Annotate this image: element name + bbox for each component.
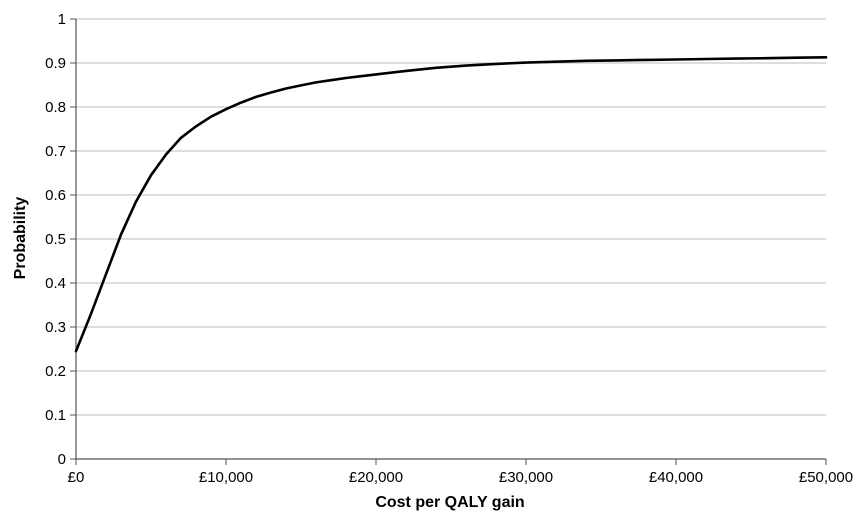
x-tick-label: £0 <box>68 469 85 486</box>
y-tick-label: 0.3 <box>45 319 66 336</box>
gridlines <box>76 18 826 416</box>
axes <box>75 19 826 460</box>
y-tick-label: 0.7 <box>45 143 66 160</box>
y-tick-label: 0.5 <box>45 231 66 248</box>
y-tick-label: 0.8 <box>45 99 66 116</box>
x-tick-label: £30,000 <box>499 469 553 486</box>
y-tick-label: 0.1 <box>45 407 66 424</box>
y-tick-label: 0.9 <box>45 55 66 72</box>
y-tick-label: 0.2 <box>45 363 66 380</box>
x-axis-tick-labels: £0 £10,000 £20,000 £30,000 £40,000 £50,000 <box>68 459 853 486</box>
x-tick-label: £40,000 <box>649 469 703 486</box>
x-axis-title: Cost per QALY gain <box>375 494 524 511</box>
x-tick-label: £20,000 <box>349 469 403 486</box>
y-axis-title: Probability <box>12 197 29 280</box>
x-tick-label: £50,000 <box>799 469 853 486</box>
series-group <box>74 55 828 353</box>
x-tick-label: £10,000 <box>199 469 253 486</box>
series-line <box>74 55 828 353</box>
y-tick-label: 0.6 <box>45 187 66 204</box>
y-axis-tick-labels: 0 0.1 0.2 0.3 0.4 0.5 0.6 0.7 0.8 0.9 1 <box>45 11 76 468</box>
y-tick-label: 1 <box>58 11 66 28</box>
y-tick-label: 0 <box>58 451 66 468</box>
y-tick-label: 0.4 <box>45 275 66 292</box>
